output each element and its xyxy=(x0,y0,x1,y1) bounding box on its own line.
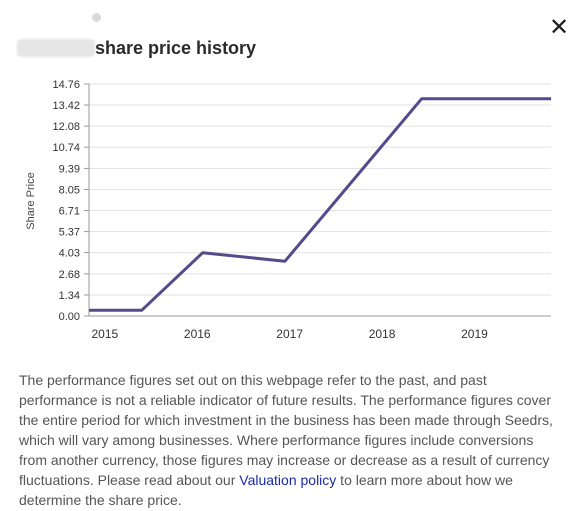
x-tick-label: 2017 xyxy=(276,327,303,341)
y-tick-label: 6.71 xyxy=(59,206,80,218)
x-tick-label: 2018 xyxy=(369,327,396,341)
x-tick-label: 2015 xyxy=(92,327,119,341)
y-tick-labels: 0.00 1.34 2.68 4.03 5.37 6.71 8.05 9.39 10.74 12.… xyxy=(52,79,80,323)
y-tick-label: 12.08 xyxy=(52,121,80,133)
y-tick-label: 1.34 xyxy=(59,290,80,302)
x-tick-label: 2016 xyxy=(184,327,211,341)
y-tick-label: 14.76 xyxy=(52,79,80,91)
share-price-line xyxy=(89,97,551,312)
close-icon[interactable]: ✕ xyxy=(548,14,570,41)
y-tick-label: 5.37 xyxy=(59,227,80,239)
grid-lines xyxy=(84,83,551,317)
y-tick-label: 9.39 xyxy=(59,163,80,175)
disclaimer-text-end: to learn more about how we determine the… xyxy=(19,472,513,508)
y-axis-label: Share Price xyxy=(25,172,37,229)
performance-disclaimer: The performance figures set out on this … xyxy=(19,370,561,510)
x-tick-labels: 2015 2016 2017 2018 2019 xyxy=(92,327,489,341)
y-tick-label: 13.42 xyxy=(52,100,80,112)
valuation-policy-link[interactable]: Valuation policy xyxy=(239,472,337,488)
share-price-chart: 0.00 1.34 2.68 4.03 5.37 6.71 8.05 9.39 10.74 12.… xyxy=(25,79,551,341)
redacted-company-name xyxy=(17,39,95,57)
avatar-dot xyxy=(92,13,101,22)
x-tick-label: 2019 xyxy=(461,327,488,341)
y-tick-label: 4.03 xyxy=(59,248,80,260)
y-tick-label: 0.00 xyxy=(59,311,80,323)
page-title: share price history xyxy=(95,37,257,58)
y-tick-label: 8.05 xyxy=(59,184,80,196)
disclaimer-text: The performance figures set out on this … xyxy=(19,372,553,488)
title-row: share price history xyxy=(17,36,256,60)
y-tick-label: 2.68 xyxy=(59,269,80,281)
y-tick-label: 10.74 xyxy=(52,142,80,154)
